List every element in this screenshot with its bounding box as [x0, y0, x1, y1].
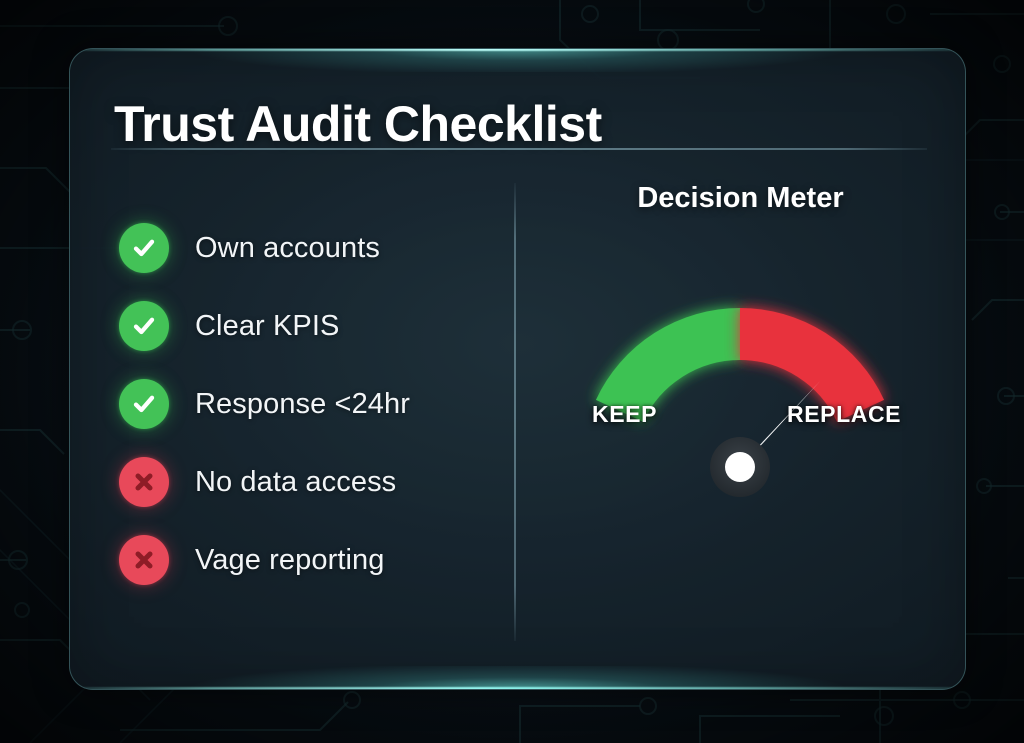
- x-circle-icon: [119, 457, 169, 507]
- check-circle-icon: [119, 301, 169, 351]
- x-circle-icon: [119, 535, 169, 585]
- panel-top-glow-halo: [70, 49, 965, 72]
- gauge-arc-keep: [595, 308, 741, 423]
- list-item-label: Clear KPIS: [195, 309, 340, 342]
- column-divider: [514, 183, 516, 641]
- decision-meter-gauge: [570, 219, 910, 549]
- trust-audit-panel: Trust Audit Checklist Own accounts Clear…: [69, 48, 966, 690]
- list-item[interactable]: Clear KPIS: [119, 287, 489, 365]
- list-item-label: Vage reporting: [195, 543, 385, 576]
- checklist: Own accounts Clear KPIS Response <24hr N…: [119, 209, 489, 599]
- title-divider: [111, 148, 927, 150]
- gauge-hub-inner: [725, 452, 755, 482]
- panel-bottom-glow: [70, 687, 965, 689]
- list-item[interactable]: No data access: [119, 443, 489, 521]
- list-item[interactable]: Own accounts: [119, 209, 489, 287]
- list-item[interactable]: Vage reporting: [119, 521, 489, 599]
- gauge-label-keep: KEEP: [592, 401, 658, 427]
- panel-top-glow: [70, 49, 965, 51]
- list-item[interactable]: Response <24hr: [119, 365, 489, 443]
- list-item-label: Response <24hr: [195, 387, 411, 420]
- list-item-label: No data access: [195, 465, 397, 498]
- check-circle-icon: [119, 223, 169, 273]
- page-title: Trust Audit Checklist: [114, 96, 602, 152]
- gauge-label-replace: REPLACE: [787, 401, 902, 427]
- gauge-arc-replace: [739, 308, 885, 423]
- gauge-needle: [730, 380, 821, 476]
- check-circle-icon: [119, 379, 169, 429]
- gauge-title: Decision Meter: [637, 182, 844, 214]
- list-item-label: Own accounts: [195, 231, 380, 264]
